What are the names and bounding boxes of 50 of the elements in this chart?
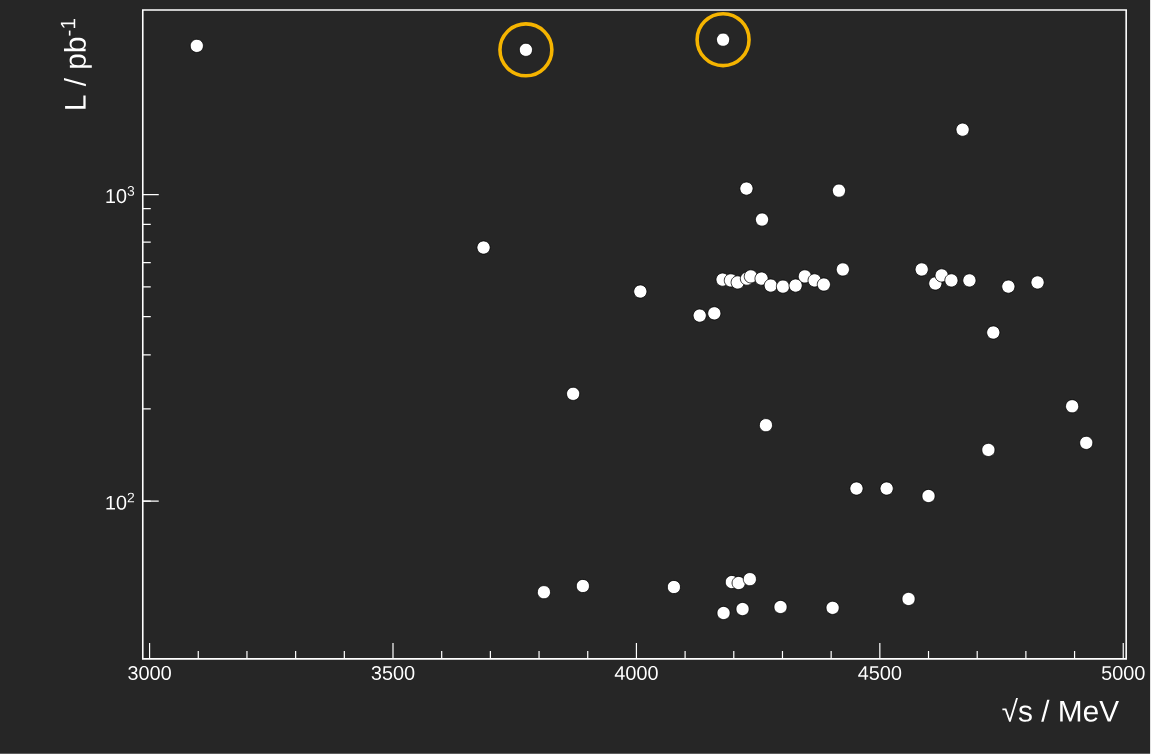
point — [476, 240, 491, 255]
point — [692, 308, 707, 323]
point — [773, 600, 788, 615]
point — [707, 306, 722, 321]
point — [825, 600, 840, 615]
point — [758, 418, 773, 433]
point — [742, 572, 757, 587]
x-tick-label: 3500 — [371, 666, 415, 681]
point — [914, 262, 929, 277]
x-tick-label: 5000 — [1101, 666, 1145, 681]
point — [1030, 275, 1045, 290]
point — [955, 122, 970, 137]
point — [1079, 435, 1094, 450]
point — [633, 284, 648, 299]
y-tick-label: 10$^{3}$ — [106, 186, 135, 204]
point — [575, 579, 590, 594]
point — [901, 592, 916, 607]
point — [788, 278, 803, 293]
point — [849, 481, 864, 496]
point — [739, 181, 754, 196]
point — [775, 279, 790, 294]
x-tick-label: 3000 — [128, 666, 171, 681]
point — [189, 38, 204, 53]
point — [835, 262, 850, 277]
point — [536, 585, 551, 600]
x-tick-label: 4000 — [614, 666, 658, 681]
y-tick-label: 10$^{2}$ — [106, 492, 135, 510]
point — [1001, 279, 1016, 294]
point — [1065, 399, 1080, 414]
point — [816, 277, 831, 292]
point — [879, 481, 894, 496]
point — [981, 443, 996, 458]
point — [962, 273, 977, 288]
point — [755, 212, 770, 227]
point — [944, 273, 959, 288]
point — [666, 580, 681, 595]
point — [566, 386, 581, 401]
point — [986, 325, 1001, 340]
x-tick-label: 4500 — [858, 666, 902, 681]
x-axis-title: √s / MeV — [1002, 698, 1119, 722]
point — [921, 489, 936, 504]
point — [716, 606, 731, 621]
point — [498, 22, 554, 78]
point — [831, 183, 846, 198]
point — [754, 271, 769, 286]
point — [695, 12, 751, 68]
point — [763, 278, 778, 293]
point — [731, 576, 746, 591]
point — [735, 602, 750, 617]
y-axis-title: L / pb$^{-1}$ — [60, 19, 92, 109]
